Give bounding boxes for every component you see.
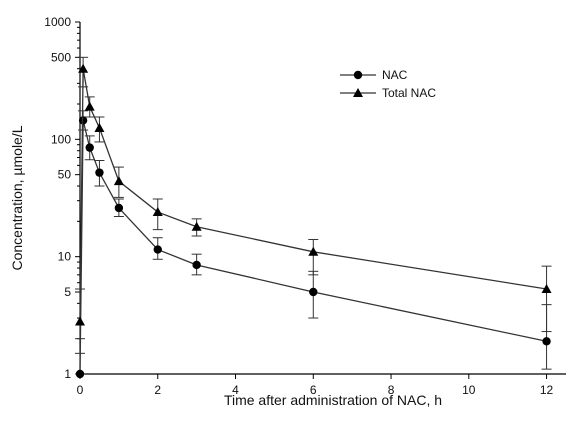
data-point-triangle	[78, 63, 89, 73]
y-tick-label: 10	[58, 250, 72, 264]
y-tick-label: 1000	[44, 15, 71, 29]
x-tick-label: 0	[77, 383, 84, 397]
data-point-circle	[85, 143, 94, 152]
data-point-triangle	[75, 316, 85, 326]
x-tick-label: 2	[154, 383, 161, 397]
y-tick-label: 50	[58, 168, 72, 182]
legend-marker-1	[353, 88, 363, 97]
data-point-triangle	[152, 207, 163, 217]
x-tick-label: 10	[462, 383, 476, 397]
data-point-triangle	[541, 284, 552, 294]
data-point-circle	[114, 203, 124, 213]
data-point-circle	[309, 287, 318, 297]
x-tick-label: 6	[310, 383, 317, 397]
data-point-circle	[95, 168, 104, 177]
legend-label-1: Total NAC	[382, 86, 436, 100]
y-tick-label: 100	[51, 132, 71, 146]
y-tick-label: 1	[64, 367, 71, 381]
legend-label-0: NAC	[382, 68, 408, 82]
data-point-triangle	[191, 221, 202, 231]
x-tick-label: 8	[388, 383, 395, 397]
y-axis-title: Concentration, µmole/L	[9, 125, 25, 270]
y-tick-label: 5	[64, 285, 71, 299]
x-axis-title: Time after administration of NAC, h	[224, 392, 442, 408]
data-point-triangle	[94, 122, 105, 132]
data-point-circle	[153, 245, 162, 254]
data-point-triangle	[84, 101, 95, 111]
data-point-triangle	[113, 176, 124, 186]
legend-marker-0	[353, 70, 363, 80]
data-point-triangle	[308, 246, 319, 256]
x-tick-label: 12	[540, 383, 554, 397]
x-tick-label: 4	[232, 383, 239, 397]
data-point-circle	[542, 337, 551, 346]
y-tick-label: 500	[51, 50, 71, 64]
data-point-circle	[192, 260, 201, 270]
data-point-circle	[75, 369, 85, 379]
